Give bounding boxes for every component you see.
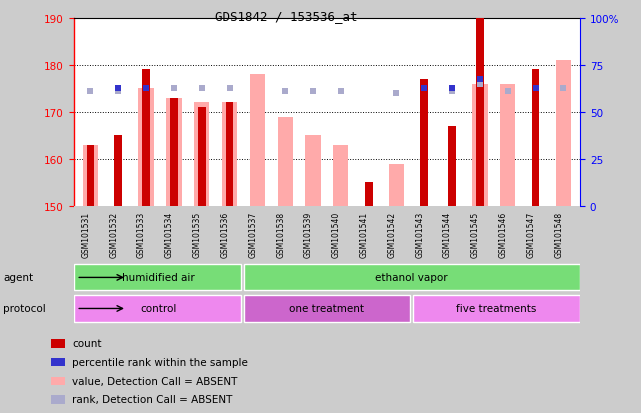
Bar — [83, 145, 98, 206]
Bar — [365, 183, 372, 206]
Text: GSM101546: GSM101546 — [499, 211, 508, 257]
Text: ethanol vapor: ethanol vapor — [375, 273, 447, 283]
Text: GSM101538: GSM101538 — [276, 211, 285, 257]
Bar — [74, 265, 241, 291]
Text: five treatments: five treatments — [456, 304, 536, 314]
Bar — [114, 136, 122, 206]
Bar — [74, 296, 241, 322]
Text: GSM101544: GSM101544 — [443, 211, 452, 257]
Bar — [244, 265, 580, 291]
Bar — [500, 84, 515, 206]
Text: percentile rank within the sample: percentile rank within the sample — [72, 357, 248, 367]
Text: control: control — [140, 304, 176, 314]
Text: rank, Detection Call = ABSENT: rank, Detection Call = ABSENT — [72, 394, 233, 404]
Text: GDS1842 / 153536_at: GDS1842 / 153536_at — [215, 10, 358, 23]
Bar — [476, 19, 484, 207]
Bar — [226, 103, 233, 206]
Bar — [142, 70, 150, 206]
Text: GSM101548: GSM101548 — [554, 211, 563, 257]
Text: GSM101543: GSM101543 — [415, 211, 424, 257]
Bar — [278, 117, 293, 206]
Text: GSM101532: GSM101532 — [109, 211, 118, 257]
Bar — [170, 98, 178, 206]
Bar — [51, 377, 65, 385]
Bar — [448, 127, 456, 206]
Bar — [472, 84, 488, 206]
Bar — [244, 296, 410, 322]
Bar — [305, 136, 320, 206]
Bar — [531, 70, 540, 206]
Text: count: count — [72, 339, 102, 349]
Text: value, Detection Call = ABSENT: value, Detection Call = ABSENT — [72, 376, 238, 386]
Bar — [198, 108, 206, 206]
Bar — [333, 145, 349, 206]
Bar — [51, 358, 65, 366]
Text: humidified air: humidified air — [122, 273, 194, 283]
Bar — [413, 296, 580, 322]
Bar — [222, 103, 237, 206]
Text: GSM101537: GSM101537 — [248, 211, 257, 257]
Bar — [389, 164, 404, 206]
Bar — [194, 103, 210, 206]
Text: GSM101542: GSM101542 — [387, 211, 397, 257]
Text: GSM101535: GSM101535 — [193, 211, 202, 257]
Text: GSM101533: GSM101533 — [137, 211, 146, 257]
Text: GSM101540: GSM101540 — [332, 211, 341, 257]
Bar — [51, 395, 65, 404]
Bar — [51, 339, 65, 348]
Text: protocol: protocol — [3, 304, 46, 314]
Bar — [166, 98, 181, 206]
Bar — [420, 80, 428, 206]
Text: agent: agent — [3, 273, 33, 283]
Text: GSM101545: GSM101545 — [471, 211, 480, 257]
Text: GSM101534: GSM101534 — [165, 211, 174, 257]
Text: GSM101536: GSM101536 — [221, 211, 229, 257]
Text: GSM101539: GSM101539 — [304, 211, 313, 257]
Bar — [138, 89, 154, 206]
Text: GSM101547: GSM101547 — [527, 211, 536, 257]
Text: one treatment: one treatment — [289, 304, 365, 314]
Text: GSM101541: GSM101541 — [360, 211, 369, 257]
Bar — [87, 145, 94, 206]
Text: GSM101531: GSM101531 — [81, 211, 90, 257]
Bar — [250, 75, 265, 206]
Bar — [556, 61, 571, 206]
